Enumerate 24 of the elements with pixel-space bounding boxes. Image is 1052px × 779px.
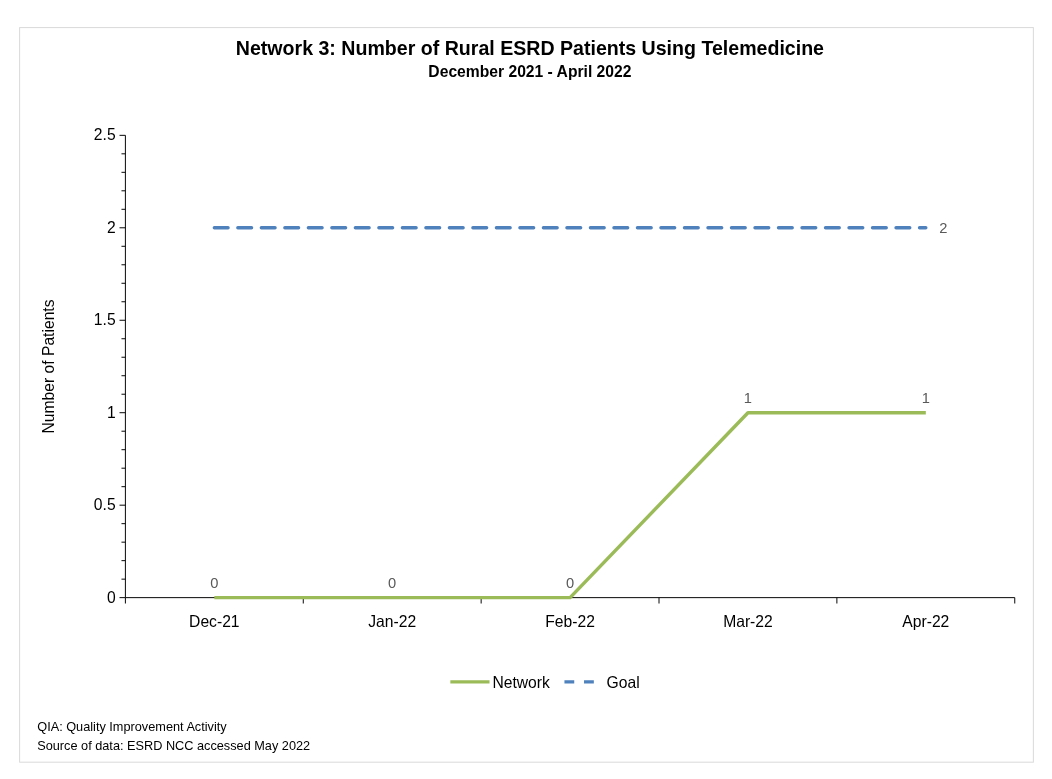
y-tick-label: 1 <box>106 403 116 421</box>
y-tick-label: 2 <box>106 218 116 236</box>
data-label: 2 <box>939 219 948 236</box>
x-tick-label: Feb-22 <box>545 613 595 631</box>
data-label: 1 <box>921 389 930 406</box>
legend-label: Network <box>492 673 551 691</box>
chart-title: Network 3: Number of Rural ESRD Patients Using Telemedicine <box>235 37 825 60</box>
x-tick-label: Dec-21 <box>189 613 240 631</box>
data-label: 1 <box>743 389 753 406</box>
y-tick-label: 0 <box>106 588 116 606</box>
data-label: 0 <box>565 574 575 591</box>
x-tick-label: Jan-22 <box>368 613 417 631</box>
source-note: Source of data: ESRD NCC accessed May 2022 <box>37 738 311 754</box>
y-tick-label: 0.5 <box>93 496 116 514</box>
data-label: 0 <box>388 574 397 591</box>
data-label: 0 <box>210 574 219 591</box>
chart-subtitle: December 2021 - April 2022 <box>428 62 632 80</box>
legend-label: Goal <box>606 673 640 691</box>
y-tick-label: 1.5 <box>93 311 116 329</box>
y-tick-label: 2.5 <box>93 126 116 144</box>
text: QIA: Quality Improvement Activity <box>37 718 228 734</box>
x-tick-label: Mar-22 <box>723 613 773 631</box>
x-tick-label: Apr-22 <box>902 613 950 631</box>
y-axis-title: Number of Patients <box>39 299 57 434</box>
